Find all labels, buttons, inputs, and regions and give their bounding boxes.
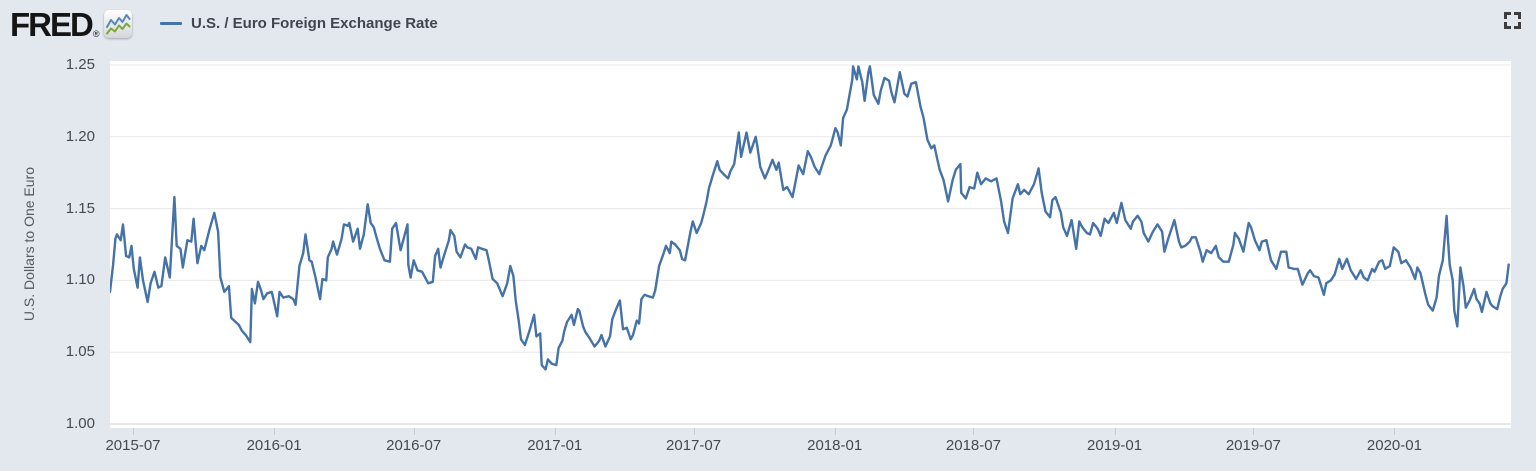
x-tick-label: 2018-01 [807, 437, 863, 454]
x-tick-label: 2017-01 [527, 437, 583, 454]
x-tick-mark [1253, 428, 1255, 435]
x-tick-label: 2016-01 [246, 437, 302, 454]
series-legend-label: U.S. / Euro Foreign Exchange Rate [191, 14, 438, 32]
y-tick-label: 1.15 [65, 199, 95, 217]
x-tick-label: 2017-07 [666, 437, 722, 454]
y-tick-label: 1.20 [65, 127, 95, 145]
fred-sparkline-icon [104, 10, 133, 38]
y-tick-label: 1.00 [65, 415, 95, 432]
exchange-rate-line-chart [110, 64, 1511, 425]
y-tick-label: 1.10 [65, 271, 95, 289]
y-axis-title-wrap: U.S. Dollars to One Euro [18, 61, 40, 428]
x-tick-mark [693, 428, 695, 435]
x-tick-label: 2019-01 [1087, 437, 1143, 454]
y-tick-label: 1.05 [65, 343, 95, 361]
x-tick-mark [1394, 428, 1396, 435]
x-tick-mark [133, 428, 134, 435]
legend-line-icon [160, 21, 182, 25]
registered-trademark-symbol: ® [92, 29, 100, 39]
chart-plot-area[interactable] [110, 61, 1511, 428]
x-tick-label: 2020-01 [1366, 437, 1422, 454]
x-tick-label: 2016-07 [386, 437, 442, 454]
x-tick-mark [274, 428, 276, 435]
x-tick-label: 2018-07 [945, 437, 1001, 454]
x-tick-mark [554, 428, 556, 435]
x-tick-label: 2019-07 [1225, 437, 1281, 454]
series-legend: U.S. / Euro Foreign Exchange Rate [160, 0, 438, 46]
x-tick-mark [413, 428, 415, 435]
x-tick-mark [973, 428, 975, 435]
x-tick-label: 2015-07 [105, 437, 161, 454]
y-tick-label: 1.25 [65, 56, 95, 73]
x-tick-mark [1114, 428, 1116, 435]
fullscreen-icon [1504, 12, 1511, 19]
x-tick-mark [834, 428, 836, 435]
y-axis-title: U.S. Dollars to One Euro [21, 167, 37, 322]
data-line [110, 65, 1510, 371]
fred-logo-text: FRED [10, 5, 94, 43]
fred-logo[interactable]: FRED ® [10, 5, 133, 43]
fullscreen-button[interactable] [1504, 12, 1521, 29]
